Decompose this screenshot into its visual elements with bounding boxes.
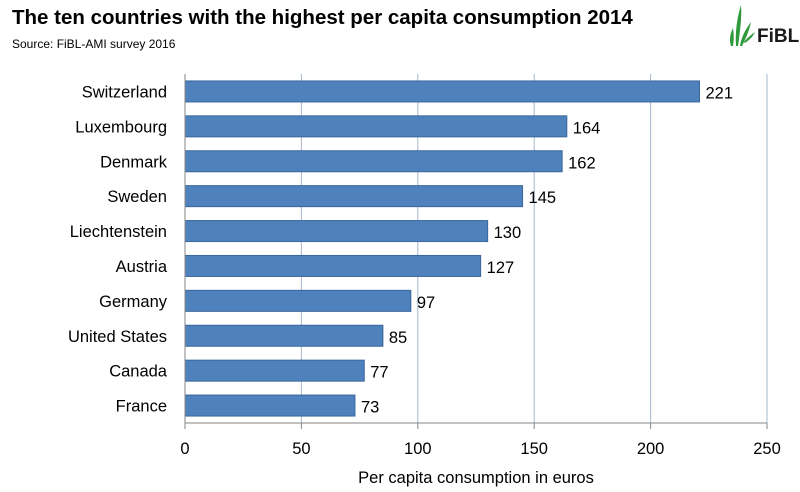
chart-title: The ten countries with the highest per c…: [12, 6, 633, 29]
bar: [184, 359, 365, 382]
value-label: 145: [529, 189, 557, 207]
x-tick-label: 200: [637, 440, 665, 458]
bar: [184, 150, 563, 173]
bar: [184, 254, 482, 277]
axes: [184, 74, 768, 429]
bar: [184, 289, 412, 312]
x-axis-title: Per capita consumption in euros: [358, 469, 594, 487]
value-label: 97: [417, 294, 435, 312]
logo-text: FiBL: [757, 26, 799, 47]
chart-subtitle: Source: FiBL-AMI survey 2016: [12, 37, 176, 51]
x-tick-label: 250: [753, 440, 781, 458]
x-tick-label: 100: [404, 440, 432, 458]
category-label: Liechtenstein: [70, 223, 167, 241]
value-label: 221: [705, 84, 733, 102]
fibl-logo: FiBL: [729, 5, 799, 47]
category-label: United States: [68, 328, 167, 346]
category-label: Denmark: [100, 153, 168, 171]
value-label: 164: [573, 119, 601, 137]
value-label: 130: [494, 224, 522, 242]
value-label: 85: [389, 329, 407, 347]
bar: [184, 115, 568, 138]
category-label: Luxembourg: [75, 118, 167, 136]
category-label: Sweden: [107, 188, 167, 206]
value-label: 77: [370, 364, 388, 382]
bar: [184, 394, 356, 417]
leaf-icon: [729, 5, 755, 46]
x-tick-label: 50: [292, 440, 310, 458]
value-label: 127: [487, 259, 515, 277]
bar: [184, 185, 524, 208]
bar: [184, 324, 384, 347]
labels: 0 50 100 150 200 250 Switzerland 221 Luxembourg 1…: [68, 83, 781, 458]
bar: [184, 220, 489, 243]
bar: [184, 80, 700, 103]
category-label: Canada: [109, 363, 168, 381]
category-label: Switzerland: [82, 83, 167, 101]
value-label: 73: [361, 399, 379, 417]
category-label: Austria: [116, 258, 168, 276]
value-label: 162: [568, 154, 596, 172]
x-tick-label: 150: [520, 440, 548, 458]
category-label: Germany: [99, 293, 168, 311]
x-tick-label: 0: [180, 440, 189, 458]
category-label: France: [116, 398, 167, 416]
bars: [184, 80, 700, 417]
